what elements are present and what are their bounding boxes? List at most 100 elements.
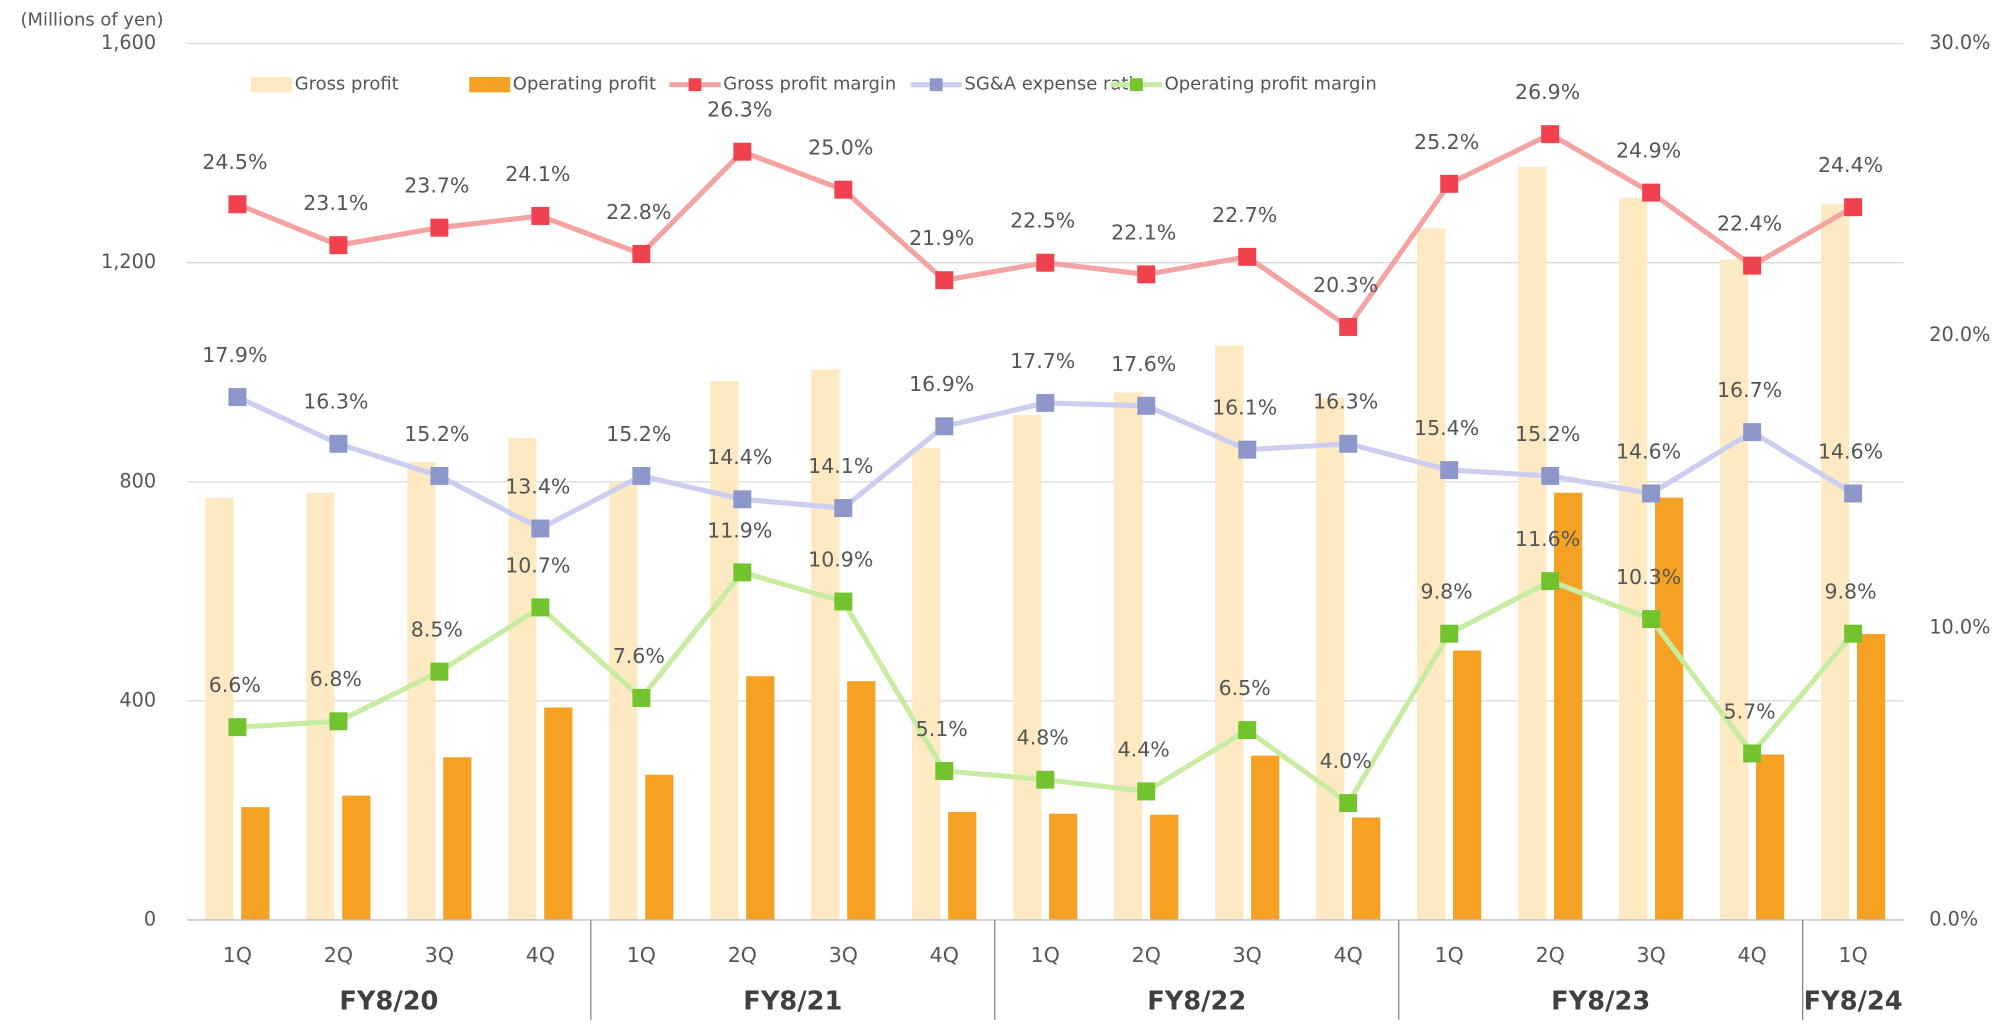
marker — [329, 712, 348, 731]
marker — [1541, 125, 1560, 144]
data-label: 22.7% — [1212, 203, 1277, 227]
data-label: 16.9% — [909, 372, 974, 396]
y-axis-label: (Millions of yen) — [21, 10, 164, 31]
data-label: 17.7% — [1010, 349, 1075, 373]
legend-label: Operating profit margin — [1165, 74, 1377, 95]
marker — [733, 490, 752, 509]
legend-marker — [929, 78, 943, 92]
marker — [1642, 183, 1661, 202]
group-label: FY8/21 — [743, 987, 842, 1017]
x-tick-label: 2Q — [728, 943, 757, 967]
marker — [632, 688, 651, 707]
data-label: 23.1% — [303, 191, 368, 215]
bar — [1114, 392, 1143, 920]
legend-swatch — [469, 76, 511, 93]
y-tick-label: 800 — [119, 469, 156, 492]
bar — [1619, 197, 1648, 920]
marker — [430, 466, 449, 485]
x-tick-label: 3Q — [829, 943, 858, 967]
marker — [1036, 770, 1055, 789]
data-label: 15.2% — [404, 422, 469, 446]
data-label: 24.1% — [505, 162, 570, 186]
x-tick-label: 1Q — [1435, 943, 1464, 967]
data-label: 24.5% — [202, 150, 267, 174]
data-label: 4.4% — [1118, 737, 1170, 761]
marker — [228, 718, 247, 737]
bar — [508, 437, 537, 920]
x-tick-label: 1Q — [223, 943, 252, 967]
legend-swatch — [251, 76, 293, 93]
data-label: 14.6% — [1616, 439, 1681, 463]
data-label: 24.9% — [1616, 139, 1681, 163]
bar — [645, 774, 674, 920]
data-label: 13.4% — [505, 474, 570, 498]
x-tick-label: 3Q — [1233, 943, 1262, 967]
bar — [241, 807, 270, 920]
marker — [1036, 253, 1055, 272]
marker — [1743, 423, 1762, 442]
bar — [710, 380, 739, 920]
data-label: 21.9% — [909, 226, 974, 250]
marker — [329, 434, 348, 453]
data-label: 24.4% — [1818, 153, 1883, 177]
x-tick-label: 1Q — [627, 943, 656, 967]
marker — [834, 180, 853, 199]
marker — [1238, 440, 1257, 459]
y2-tick-label: 10.0% — [1929, 615, 1990, 638]
data-label: 9.8% — [1421, 580, 1473, 604]
x-tick-label: 1Q — [1839, 943, 1868, 967]
bar — [443, 757, 472, 920]
data-label: 9.8% — [1824, 580, 1876, 604]
data-label: 10.7% — [505, 553, 570, 577]
x-tick-label: 3Q — [1637, 943, 1666, 967]
data-label: 16.7% — [1717, 378, 1782, 402]
y2-tick-label: 0.0% — [1929, 907, 1978, 930]
bar — [1417, 228, 1446, 920]
marker — [1844, 484, 1863, 503]
marker — [228, 195, 247, 214]
x-tick-label: 3Q — [425, 943, 454, 967]
x-tick-label: 2Q — [1536, 943, 1565, 967]
y-tick-label: 1,200 — [101, 250, 156, 273]
y-tick-label: 400 — [119, 688, 156, 711]
marker — [1844, 198, 1863, 217]
bar — [1013, 414, 1042, 920]
marker — [531, 598, 550, 617]
bar — [1518, 166, 1547, 920]
legend-label: Gross profit — [295, 74, 399, 95]
data-label: 16.1% — [1212, 396, 1277, 420]
marker — [935, 417, 954, 436]
marker — [733, 563, 752, 582]
bar — [1049, 813, 1078, 920]
legend-label: SG&A expense ratio — [964, 74, 1144, 95]
data-label: 5.1% — [916, 717, 968, 741]
data-label: 22.5% — [1010, 209, 1075, 233]
marker — [430, 218, 449, 237]
data-label: 8.5% — [411, 618, 463, 642]
marker — [531, 206, 550, 225]
marker — [834, 592, 853, 611]
x-tick-label: 2Q — [1132, 943, 1161, 967]
marker — [733, 142, 752, 161]
data-label: 22.4% — [1717, 212, 1782, 236]
data-label: 4.8% — [1017, 726, 1069, 750]
data-label: 15.4% — [1414, 416, 1479, 440]
group-label: FY8/20 — [339, 987, 438, 1017]
bar — [205, 497, 234, 920]
bar — [912, 447, 941, 920]
marker — [329, 236, 348, 255]
bar — [1251, 755, 1280, 920]
marker — [1642, 484, 1661, 503]
data-label: 6.6% — [209, 673, 261, 697]
marker — [228, 388, 247, 407]
data-label: 14.6% — [1818, 439, 1883, 463]
legend-marker — [1129, 78, 1143, 92]
legend-marker — [688, 78, 702, 92]
marker — [1440, 461, 1459, 480]
data-label: 11.9% — [707, 518, 772, 542]
marker — [1844, 624, 1863, 643]
marker — [1339, 794, 1358, 813]
marker — [632, 466, 651, 485]
legend-label: Gross profit margin — [723, 74, 896, 95]
